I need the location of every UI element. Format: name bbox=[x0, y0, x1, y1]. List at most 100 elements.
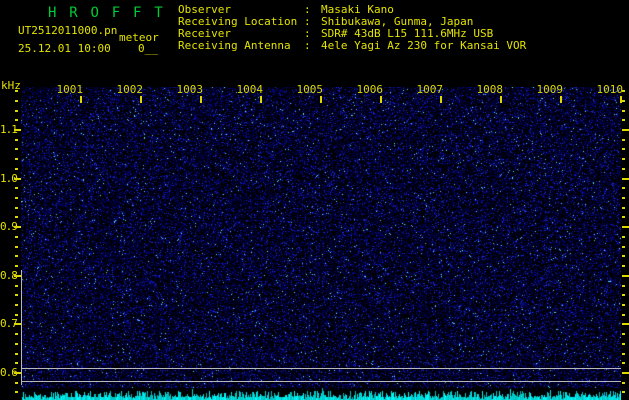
y-axis-minor-tick-right bbox=[622, 303, 625, 306]
x-axis-tick-label: 1002 bbox=[116, 83, 144, 96]
info-row: Observer: Masaki Kano bbox=[178, 4, 526, 16]
y-axis-minor-tick-right bbox=[622, 255, 625, 258]
y-axis-minor-tick bbox=[15, 216, 18, 219]
info-row: Receiving Antenna:4ele Yagi Az 230 for K… bbox=[178, 40, 526, 52]
info-separator: : bbox=[304, 3, 311, 16]
y-axis-minor-tick bbox=[15, 391, 18, 394]
x-axis-minute-tick bbox=[200, 96, 202, 103]
x-axis-minute-tick bbox=[560, 96, 562, 103]
x-axis-tick-label: 1007 bbox=[416, 83, 444, 96]
y-axis-minor-tick bbox=[15, 294, 18, 297]
y-axis-minor-tick-right bbox=[622, 99, 625, 102]
y-axis-minor-tick-right bbox=[622, 391, 625, 394]
y-axis-minor-tick bbox=[15, 342, 18, 345]
y-axis-minor-tick bbox=[15, 303, 18, 306]
y-axis-minor-tick bbox=[15, 245, 18, 248]
info-label: Receiving Location bbox=[178, 15, 298, 28]
y-axis-minor-tick bbox=[15, 99, 18, 102]
y-axis-minor-tick bbox=[15, 187, 18, 190]
x-axis-minute-tick bbox=[620, 96, 622, 103]
y-axis-major-tick bbox=[14, 129, 21, 131]
y-axis-tick-label: 0.7 bbox=[0, 317, 18, 331]
y-axis-minor-tick-right bbox=[622, 265, 625, 268]
info-value: SDR# 43dB L15 111.6MHz USB bbox=[321, 27, 494, 40]
y-axis-major-tick-right bbox=[622, 177, 629, 180]
info-value: Masaki Kano bbox=[321, 3, 394, 16]
app-title: H R O F F T bbox=[48, 5, 165, 21]
y-axis-minor-tick-right bbox=[622, 187, 625, 190]
x-axis-tick-label: 1003 bbox=[176, 83, 204, 96]
detection-band-left-line bbox=[21, 270, 22, 385]
y-axis-minor-tick-right bbox=[622, 206, 625, 209]
y-axis-minor-tick-right bbox=[622, 381, 625, 384]
echo-count: 0__ bbox=[138, 42, 158, 55]
x-axis-tick-label: 1008 bbox=[476, 83, 504, 96]
y-axis-minor-tick bbox=[15, 352, 18, 355]
y-axis-minor-tick-right bbox=[622, 119, 625, 122]
y-axis-minor-tick-right bbox=[622, 109, 625, 112]
y-axis-minor-tick bbox=[15, 255, 18, 258]
info-value: 4ele Yagi Az 230 for Kansai VOR bbox=[321, 39, 527, 52]
y-axis-tick-label: 0.8 bbox=[0, 268, 18, 282]
y-axis-major-tick bbox=[14, 372, 21, 374]
y-axis-minor-tick-right bbox=[622, 138, 625, 141]
x-axis-tick-label: 1006 bbox=[356, 83, 384, 96]
y-axis-minor-tick bbox=[15, 90, 18, 93]
y-axis-minor-tick-right bbox=[622, 352, 625, 355]
y-axis-minor-tick bbox=[15, 381, 18, 384]
y-axis-minor-tick-right bbox=[622, 167, 625, 170]
y-axis-tick-label: 1.0 bbox=[0, 171, 18, 185]
x-axis-tick-label: 1009 bbox=[536, 83, 564, 96]
y-axis-minor-tick bbox=[15, 333, 18, 336]
y-axis-minor-tick bbox=[15, 265, 18, 268]
y-axis-minor-tick bbox=[15, 119, 18, 122]
x-axis-minute-tick bbox=[260, 96, 262, 103]
y-axis-minor-tick-right bbox=[622, 333, 625, 336]
x-axis-minute-tick bbox=[500, 96, 502, 103]
y-axis-minor-tick-right bbox=[622, 313, 625, 316]
x-axis-minute-tick bbox=[80, 96, 82, 103]
info-separator: : bbox=[304, 27, 311, 40]
y-axis-major-tick bbox=[14, 177, 21, 180]
y-axis-tick-label: 0.9 bbox=[0, 220, 18, 234]
y-axis-minor-tick bbox=[15, 284, 18, 287]
y-axis-major-tick bbox=[14, 274, 21, 277]
info-label: Receiving Antenna bbox=[178, 39, 291, 52]
y-axis-minor-tick bbox=[15, 362, 18, 365]
y-axis-major-tick bbox=[14, 226, 21, 229]
detection-band-upper-line bbox=[21, 368, 621, 369]
y-axis-minor-tick bbox=[15, 206, 18, 209]
info-label: Receiver bbox=[178, 27, 231, 40]
y-axis-minor-tick-right bbox=[622, 362, 625, 365]
y-axis-minor-tick bbox=[15, 167, 18, 170]
y-axis-minor-tick bbox=[15, 158, 18, 161]
y-axis-major-tick-right bbox=[622, 226, 629, 229]
y-axis-major-tick-right bbox=[622, 323, 629, 326]
y-axis-minor-tick bbox=[15, 109, 18, 112]
info-row: Receiver: SDR# 43dB L15 111.6MHz USB bbox=[178, 28, 526, 40]
y-axis-minor-tick-right bbox=[622, 284, 625, 287]
y-axis-major-tick bbox=[14, 323, 21, 326]
x-axis-tick-label: 1004 bbox=[236, 83, 264, 96]
y-axis-minor-tick-right bbox=[622, 90, 625, 93]
y-axis-minor-tick-right bbox=[622, 245, 625, 248]
y-axis-minor-tick bbox=[15, 197, 18, 200]
info-separator: : bbox=[304, 15, 311, 28]
y-axis-minor-tick bbox=[15, 138, 18, 141]
x-axis-minute-tick bbox=[440, 96, 442, 103]
y-axis-unit-label: kHz bbox=[1, 79, 21, 92]
y-axis-major-tick-right bbox=[622, 129, 629, 131]
info-separator: : bbox=[304, 39, 311, 52]
y-axis-minor-tick-right bbox=[622, 197, 625, 200]
y-axis-tick-label: 1.1 bbox=[0, 123, 18, 136]
observation-datetime: 25.12.01 10:00 bbox=[18, 42, 111, 55]
info-label: Observer bbox=[178, 3, 231, 16]
x-axis-minute-tick bbox=[380, 96, 382, 103]
station-label: meteor bbox=[119, 31, 159, 44]
station-info: Observer: Masaki Kano Receiving Location: S… bbox=[178, 4, 526, 52]
output-filename: UT2512011000.pn bbox=[18, 24, 118, 37]
y-axis-tick-label: 0.6 bbox=[0, 366, 18, 379]
info-row: Receiving Location: Shibukawa, Gunma, Jap… bbox=[178, 16, 526, 28]
y-axis-minor-tick-right bbox=[622, 235, 625, 238]
